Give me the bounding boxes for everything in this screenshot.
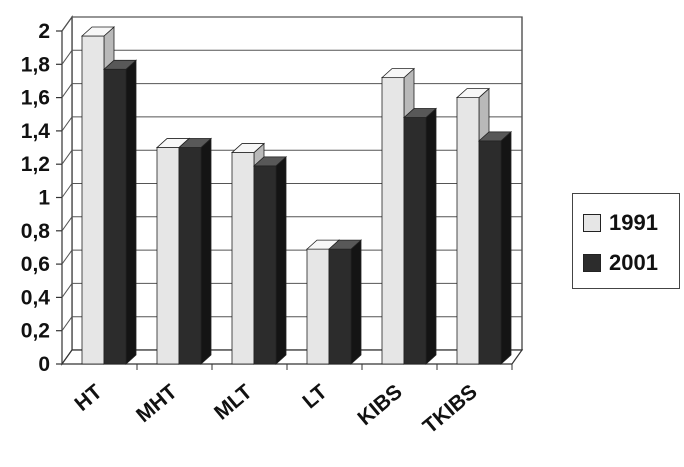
bar-2001-TKIBS	[478, 140, 502, 365]
gridline-side	[61, 83, 73, 98]
gridline-side	[61, 249, 73, 265]
y-tick-label: 0	[38, 353, 50, 376]
x-tick-label: LT	[298, 380, 331, 413]
gridline-side	[61, 116, 73, 132]
bar-2001-LT	[328, 248, 352, 365]
bar-1991-KIBS	[381, 77, 405, 365]
bar-1991-TKIBS	[456, 97, 480, 365]
gridline-side	[61, 316, 73, 331]
bar-2001-HT	[103, 68, 127, 365]
y-tick-label: 0,8	[21, 220, 51, 243]
y-tick-label: 1,6	[21, 87, 50, 110]
bars	[80, 26, 513, 370]
bar-side-2001-MLT	[275, 155, 287, 365]
y-tick-label: 2	[38, 20, 50, 43]
bar-top-2001-TKIBS	[477, 131, 513, 142]
y-tick-label: 1,2	[21, 153, 50, 176]
bar-side-2001-LT	[350, 239, 362, 365]
gridline-side	[61, 50, 73, 65]
bar-top-2001-KIBS	[402, 108, 438, 118]
legend-swatch-1991	[583, 214, 601, 232]
y-tick-label: 1,4	[21, 120, 51, 143]
bar-2001-KIBS	[403, 117, 427, 365]
bar-1991-MHT	[156, 147, 180, 365]
legend-swatch-2001	[583, 254, 601, 272]
bar-side-2001-TKIBS	[500, 130, 512, 365]
bar-2001-MHT	[178, 147, 202, 365]
x-tick-label: MHT	[132, 380, 182, 427]
x-tick-label: KIBS	[353, 380, 406, 430]
bar-top-1991-MLT	[230, 143, 266, 153]
bar-1991-MLT	[231, 152, 255, 365]
bar-top-2001-MHT	[177, 138, 213, 148]
x-tick-label: TKIBS	[419, 380, 482, 438]
legend-item-series-2: 2001	[583, 250, 658, 276]
y-tick-label: 1,8	[21, 53, 51, 76]
legend-item-series-1: 1991	[583, 210, 658, 236]
bar-side-2001-KIBS	[425, 107, 437, 365]
bar-top-1991-HT	[80, 26, 116, 37]
bar-1991-LT	[306, 248, 330, 365]
bar-side-2001-MHT	[200, 137, 212, 365]
bar-top-1991-KIBS	[380, 68, 416, 79]
bar-side-2001-HT	[125, 59, 137, 365]
gridline-side	[61, 16, 73, 32]
gridline-side	[61, 216, 73, 232]
y-tick-label: 0,4	[21, 286, 51, 309]
x-tick-label: MLT	[210, 380, 257, 424]
bar-top-1991-TKIBS	[455, 88, 491, 98]
bar-top-2001-HT	[102, 59, 138, 70]
x-axis-labels: HT MHT MLT LT KIBS TKIBS	[70, 380, 481, 438]
legend-label-1991: 1991	[609, 210, 658, 235]
y-axis-ticks: 0 0,2 0,4 0,6 0,8 1 1,2 1,4 1,6 1,8 2	[21, 20, 62, 376]
bar-1991-HT	[81, 35, 105, 365]
x-tick-label: HT	[70, 380, 106, 416]
y-tick-label: 0,2	[21, 320, 50, 343]
gridline-side	[61, 149, 73, 165]
bar-top-2001-LT	[327, 239, 363, 250]
legend-label-2001: 2001	[609, 250, 658, 275]
gridline-side	[61, 283, 73, 298]
bar-top-2001-MLT	[252, 156, 288, 167]
bar-2001-MLT	[253, 165, 277, 365]
y-tick-label: 1	[38, 187, 50, 210]
legend: 1991 2001	[572, 193, 680, 289]
y-tick-label: 0,6	[21, 253, 50, 276]
grid-lines	[61, 16, 522, 331]
gridline-side	[61, 183, 73, 198]
